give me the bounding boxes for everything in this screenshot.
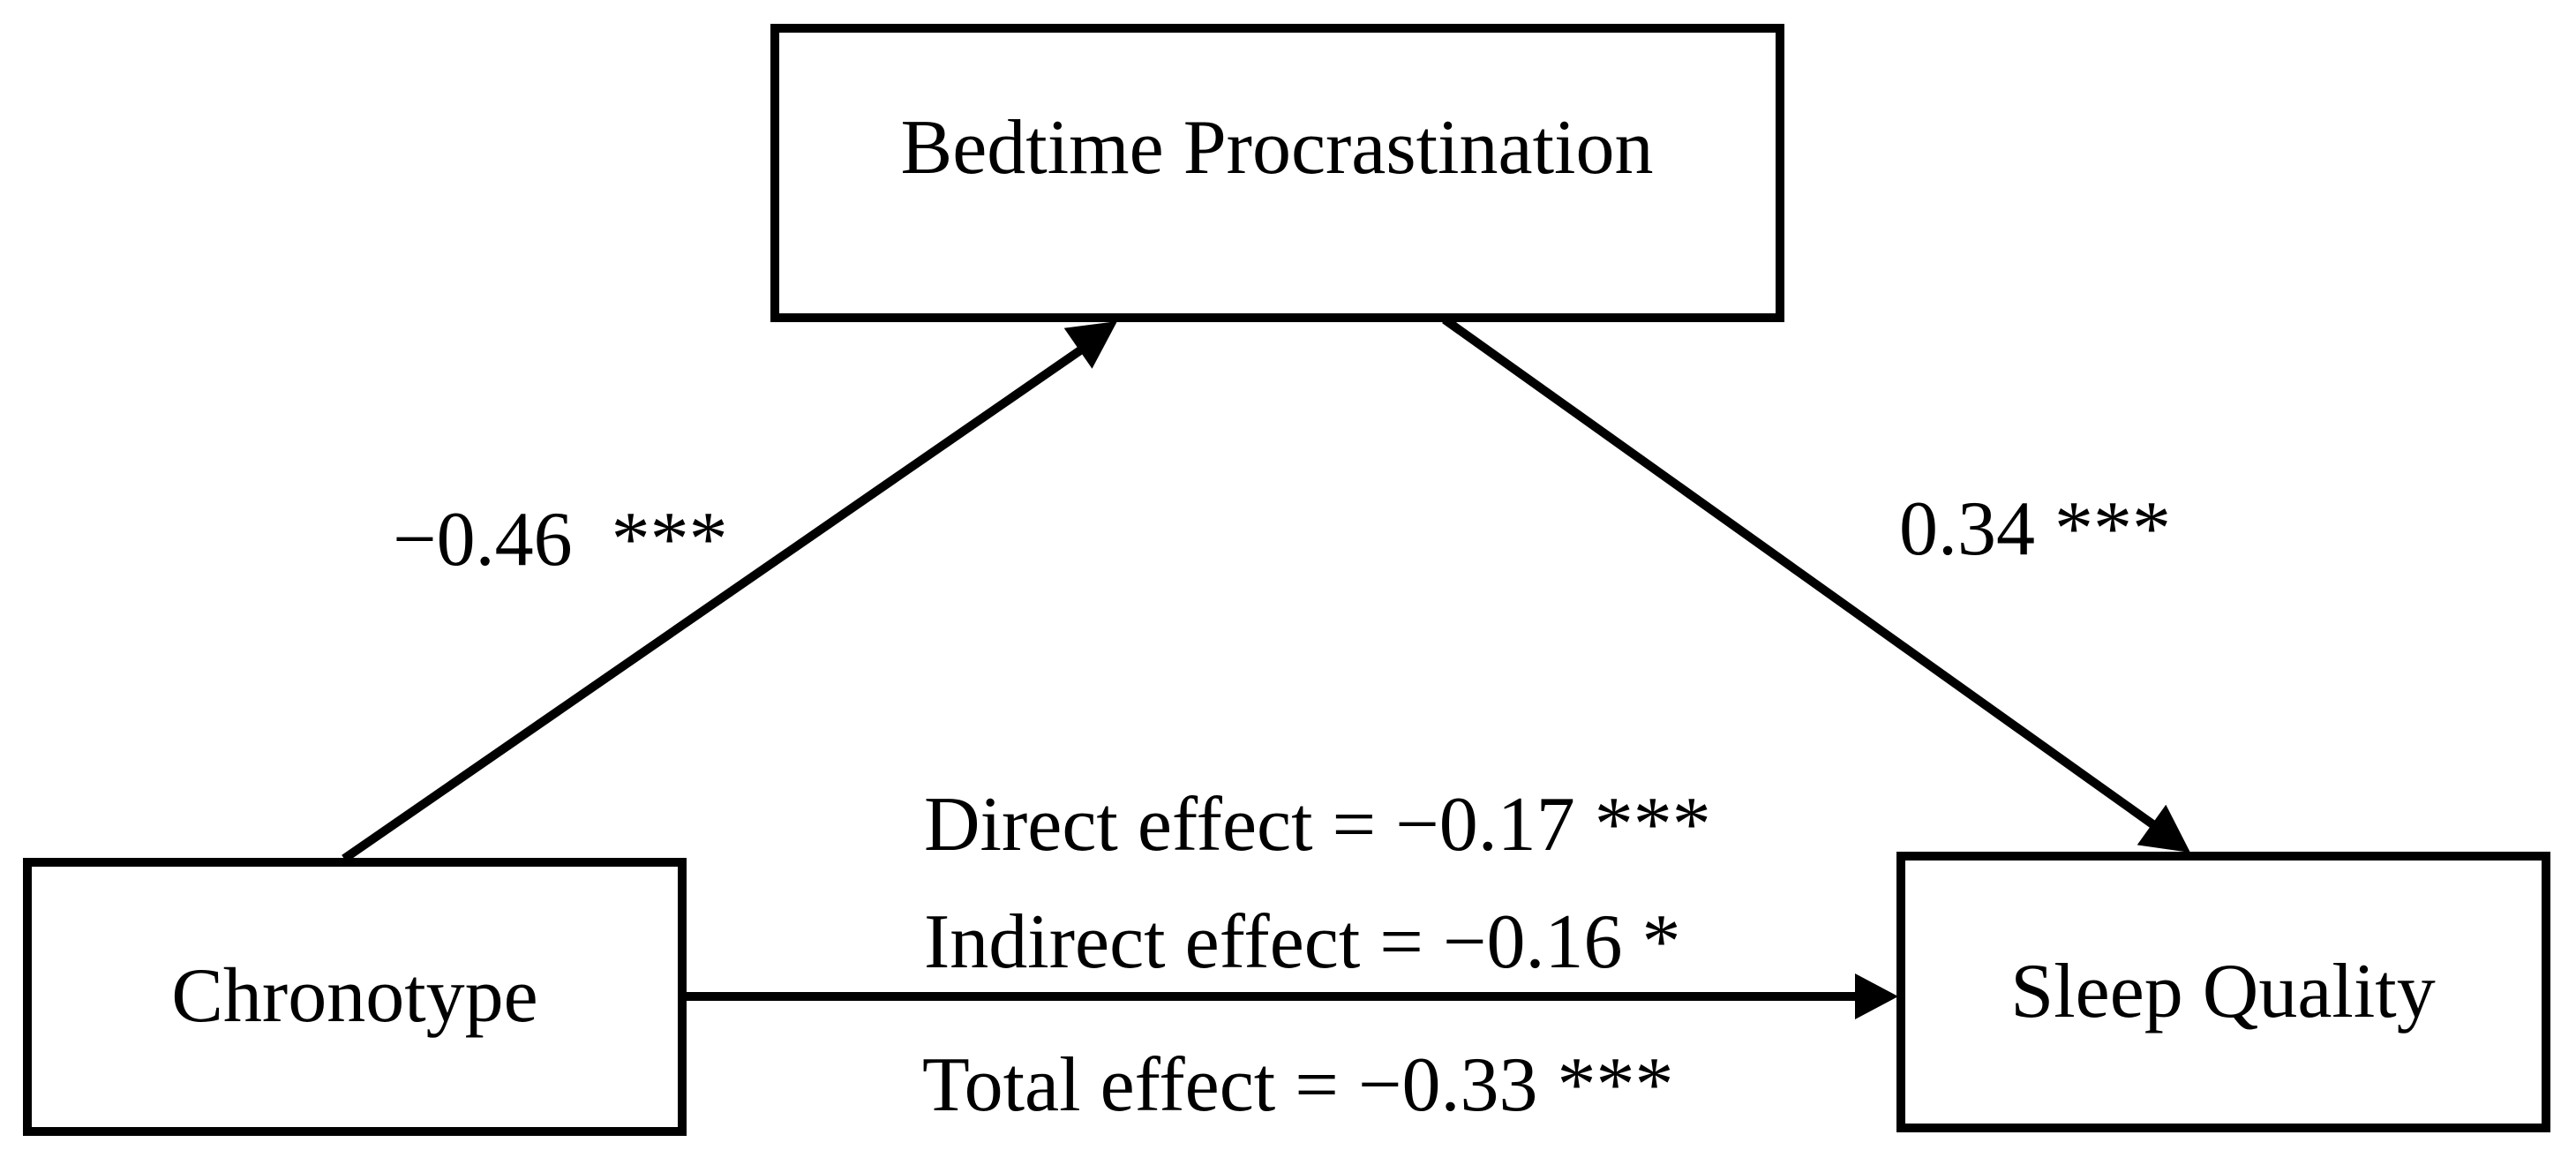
path-b-coefficient-label: 0.34 *** [1899,486,2171,572]
path-c-arrowhead [1855,973,1898,1019]
node-sleep-quality-box [1896,852,2550,1132]
path-b-line [1442,315,2167,837]
total-effect-label: Total effect = −0.33 *** [922,1042,1673,1128]
path-a-line [342,336,1097,863]
path-a-coefficient-label: −0.46 *** [393,497,728,582]
node-sleep-quality-label: Sleep Quality [2010,949,2435,1034]
node-bedtime-procrastination-box [770,24,1784,322]
node-chronotype-label: Chronotype [171,953,538,1039]
node-chronotype-box [23,858,687,1136]
path-a-arrowhead [1063,321,1117,369]
direct-effect-label: Direct effect = −0.17 *** [924,782,1711,868]
indirect-effect-label: Indirect effect = −0.16 * [924,899,1681,985]
path-b-arrowhead [2137,804,2190,853]
node-bedtime-procrastination-label: Bedtime Procrastination [901,105,1654,191]
